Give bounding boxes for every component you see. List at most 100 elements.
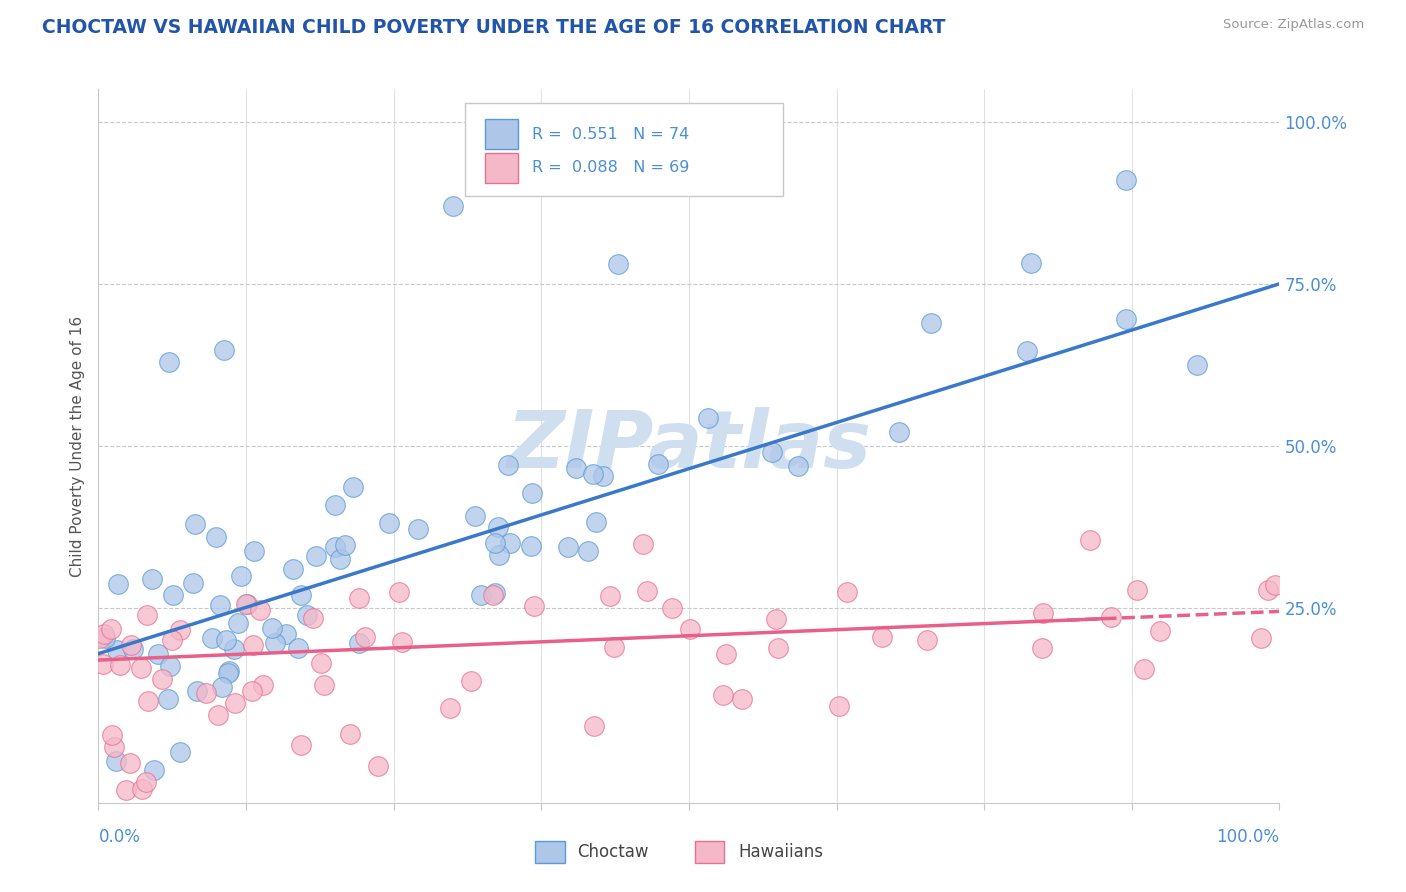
Point — [464, 509, 486, 524]
Point — [169, 745, 191, 759]
FancyBboxPatch shape — [485, 153, 517, 183]
Point — [305, 549, 328, 563]
Point — [201, 632, 224, 646]
Point — [887, 425, 910, 440]
Point — [218, 665, 240, 679]
Point — [631, 537, 654, 551]
Point — [186, 684, 208, 698]
Text: Choctaw: Choctaw — [576, 843, 648, 861]
Point — [262, 621, 284, 635]
Point — [607, 257, 630, 271]
Point — [1101, 609, 1123, 624]
Y-axis label: Child Poverty Under the Age of 16: Child Poverty Under the Age of 16 — [69, 316, 84, 576]
Point — [585, 515, 607, 529]
Point — [1250, 631, 1272, 645]
Point — [367, 759, 389, 773]
Point — [714, 648, 737, 662]
Point — [470, 588, 492, 602]
Point — [1031, 641, 1053, 656]
Point — [136, 694, 159, 708]
Point — [212, 343, 235, 358]
Text: Hawaiians: Hawaiians — [738, 843, 824, 861]
Text: R =  0.551   N = 74: R = 0.551 N = 74 — [531, 127, 689, 142]
Point — [297, 607, 319, 622]
Point — [388, 585, 411, 599]
Point — [765, 611, 787, 625]
Point — [460, 674, 482, 689]
Point — [1019, 255, 1042, 269]
Point — [302, 611, 325, 625]
Point — [711, 689, 734, 703]
Point — [342, 480, 364, 494]
Point — [347, 636, 370, 650]
Point — [207, 708, 229, 723]
Point — [162, 588, 184, 602]
FancyBboxPatch shape — [464, 103, 783, 196]
Point — [731, 692, 754, 706]
Point — [195, 686, 218, 700]
Point — [564, 461, 586, 475]
Point — [148, 648, 170, 662]
Point — [276, 627, 298, 641]
Point — [354, 630, 377, 644]
Point — [592, 468, 614, 483]
Point — [169, 624, 191, 638]
Point — [488, 548, 510, 562]
Point — [162, 632, 184, 647]
Point — [1115, 173, 1137, 187]
Point — [920, 316, 942, 330]
Point — [329, 552, 352, 566]
Point — [696, 411, 718, 425]
Point — [323, 498, 346, 512]
Point — [205, 530, 228, 544]
Point — [94, 632, 117, 646]
Point — [583, 719, 606, 733]
Point — [915, 632, 938, 647]
Point — [314, 678, 336, 692]
Point — [89, 632, 111, 646]
Point — [787, 459, 810, 474]
Point — [240, 683, 263, 698]
Point — [499, 536, 522, 550]
Point — [91, 657, 114, 671]
Point — [335, 538, 357, 552]
Point — [636, 584, 658, 599]
Text: CHOCTAW VS HAWAIIAN CHILD POVERTY UNDER THE AGE OF 16 CORRELATION CHART: CHOCTAW VS HAWAIIAN CHILD POVERTY UNDER … — [42, 18, 946, 37]
Point — [236, 597, 259, 611]
FancyBboxPatch shape — [695, 840, 724, 863]
Point — [228, 615, 250, 630]
Text: 100.0%: 100.0% — [1216, 828, 1279, 846]
Text: R =  0.088   N = 69: R = 0.088 N = 69 — [531, 161, 689, 175]
Point — [439, 701, 461, 715]
Point — [211, 680, 233, 694]
Point — [1257, 583, 1279, 598]
Point — [252, 678, 274, 692]
Point — [129, 661, 152, 675]
Point — [349, 591, 371, 605]
Point — [243, 543, 266, 558]
Point — [103, 739, 125, 754]
Point — [224, 642, 246, 657]
Point — [1032, 606, 1054, 620]
Point — [323, 540, 346, 554]
Point — [183, 575, 205, 590]
Point — [441, 199, 464, 213]
Point — [1017, 344, 1039, 359]
Point — [520, 485, 543, 500]
Point — [217, 665, 239, 680]
Point — [100, 623, 122, 637]
Point — [224, 696, 246, 710]
Point — [523, 599, 546, 614]
Point — [264, 636, 287, 650]
Point — [159, 659, 181, 673]
Point — [114, 783, 136, 797]
Text: Source: ZipAtlas.com: Source: ZipAtlas.com — [1223, 18, 1364, 31]
Point — [496, 458, 519, 473]
Point — [309, 656, 332, 670]
Point — [484, 585, 506, 599]
Point — [582, 467, 605, 481]
FancyBboxPatch shape — [536, 840, 565, 863]
Point — [118, 756, 141, 771]
Point — [578, 544, 600, 558]
Point — [242, 638, 264, 652]
